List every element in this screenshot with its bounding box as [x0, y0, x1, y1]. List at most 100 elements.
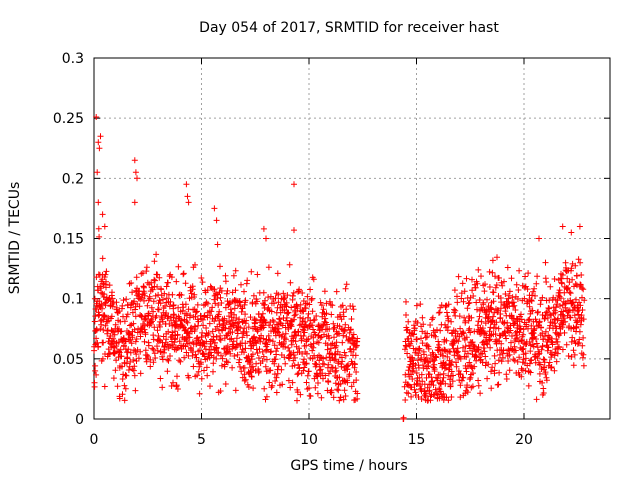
data-point — [141, 297, 147, 304]
data-point — [439, 378, 446, 385]
data-point — [155, 333, 162, 339]
data-point — [510, 356, 517, 363]
data-point — [454, 349, 460, 356]
x-tick-label: 10 — [300, 432, 318, 448]
data-point — [476, 297, 483, 303]
data-point — [492, 331, 499, 337]
data-point — [557, 303, 563, 309]
data-point — [489, 257, 496, 264]
data-point — [478, 273, 484, 280]
data-point — [176, 338, 183, 345]
data-point — [578, 312, 585, 319]
data-point — [227, 299, 233, 306]
data-point — [275, 325, 282, 332]
data-point — [423, 374, 430, 381]
data-point — [319, 322, 326, 329]
data-point — [424, 365, 430, 372]
data-point — [118, 328, 125, 335]
data-point — [511, 343, 518, 350]
data-point — [418, 371, 425, 378]
x-tick-label: 20 — [515, 432, 533, 448]
data-point — [353, 377, 360, 384]
data-point — [558, 295, 564, 302]
data-point — [421, 351, 427, 358]
data-point — [233, 335, 240, 342]
data-point — [192, 261, 198, 268]
data-point — [565, 284, 572, 291]
data-point — [427, 393, 434, 400]
data-point — [336, 374, 343, 381]
data-point — [327, 368, 334, 375]
data-point — [486, 268, 493, 275]
data-point — [554, 350, 561, 357]
data-point — [208, 308, 215, 315]
data-point — [174, 331, 181, 338]
data-point — [176, 357, 183, 364]
data-point — [579, 342, 586, 349]
data-point — [332, 365, 339, 372]
data-point — [540, 356, 547, 363]
data-point — [561, 329, 568, 336]
data-point — [491, 309, 498, 316]
data-point — [96, 145, 103, 152]
data-point — [487, 324, 494, 331]
data-point — [129, 334, 136, 341]
data-point — [485, 361, 492, 368]
data-point — [471, 363, 478, 370]
data-point — [461, 288, 468, 295]
data-point — [178, 292, 185, 298]
data-point — [453, 363, 460, 370]
data-point — [474, 306, 480, 313]
data-point — [163, 310, 170, 316]
data-point — [325, 361, 332, 368]
data-point — [492, 324, 499, 331]
data-point — [93, 327, 100, 334]
data-point — [304, 293, 311, 300]
data-point — [256, 346, 263, 353]
data-point — [534, 355, 541, 362]
data-point — [457, 371, 464, 377]
data-point — [144, 302, 151, 309]
y-tick-label: 0.15 — [53, 232, 84, 248]
data-point — [518, 311, 524, 318]
data-point — [101, 291, 108, 298]
data-point — [425, 363, 432, 369]
data-point — [519, 337, 526, 343]
data-point — [288, 341, 295, 348]
data-point — [200, 350, 207, 357]
data-point — [99, 255, 106, 262]
data-point — [522, 355, 529, 362]
data-point — [337, 380, 344, 387]
data-point — [201, 343, 208, 350]
data-point — [142, 347, 149, 354]
data-point — [411, 325, 418, 332]
data-point — [297, 314, 304, 321]
data-point — [518, 373, 525, 380]
data-point — [422, 334, 429, 341]
data-point — [242, 376, 249, 383]
data-point — [522, 273, 529, 280]
data-point — [205, 330, 212, 336]
data-point — [577, 302, 584, 309]
data-point — [198, 275, 205, 281]
data-point — [149, 318, 155, 325]
data-point — [525, 325, 531, 332]
data-point — [209, 304, 216, 311]
data-point — [521, 295, 528, 302]
data-point — [435, 338, 442, 345]
data-point — [527, 369, 534, 376]
data-point — [160, 296, 166, 303]
data-point — [161, 343, 168, 349]
data-point — [408, 338, 415, 345]
data-point — [104, 330, 111, 337]
data-point — [309, 322, 316, 329]
data-point — [538, 297, 544, 304]
data-point — [475, 382, 482, 389]
data-point — [213, 344, 220, 351]
data-point — [409, 376, 416, 382]
data-point — [128, 280, 135, 286]
data-point — [486, 328, 493, 335]
y-tick-label: 0 — [75, 412, 84, 428]
data-point — [459, 280, 466, 287]
